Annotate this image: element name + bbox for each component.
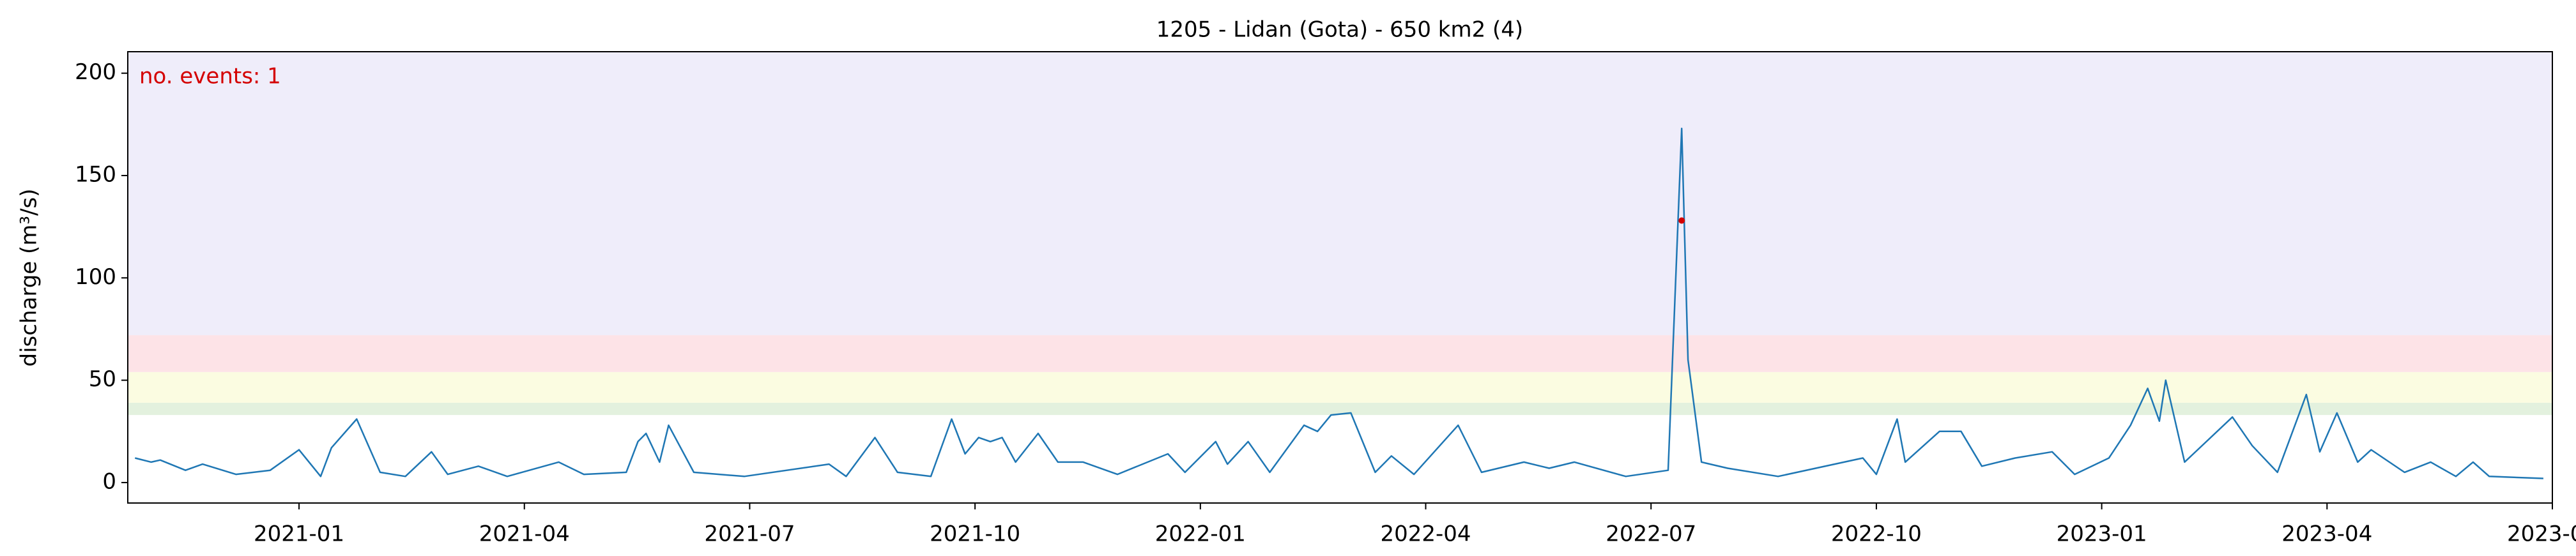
threshold-band [128,372,2552,403]
y-tick-label: 150 [75,162,116,187]
x-tick-label: 2021-10 [930,522,1020,547]
y-tick-label: 200 [75,59,116,85]
x-tick-label: 2021-01 [254,522,344,547]
discharge-line [134,127,2543,479]
y-tick-label: 100 [75,264,116,290]
threshold-band [128,335,2552,372]
x-tick-label: 2022-01 [1155,522,1246,547]
x-tick-label: 2022-04 [1380,522,1471,547]
x-tick-label: 2021-04 [479,522,570,547]
x-tick-label: 2023-01 [2057,522,2147,547]
x-tick-label: 2023-04 [2281,522,2372,547]
plot-frame [127,51,2553,504]
y-axis-label: discharge (m³/s) [17,189,42,367]
annotation: no. events: 1 [139,64,281,89]
x-tick-label: 2022-07 [1606,522,1696,547]
threshold-band [128,402,2552,416]
event-marker [1678,217,1685,224]
x-tick-label: 2021-07 [704,522,795,547]
x-tick-label: 2022-10 [1831,522,1922,547]
threshold-band [128,52,2552,336]
chart-title: 1205 - Lidan (Gota) - 650 km2 (4) [1156,17,1523,43]
y-tick-label: 0 [102,469,116,494]
y-tick-label: 50 [89,366,116,392]
x-tick-label: 2023-07 [2507,522,2576,547]
